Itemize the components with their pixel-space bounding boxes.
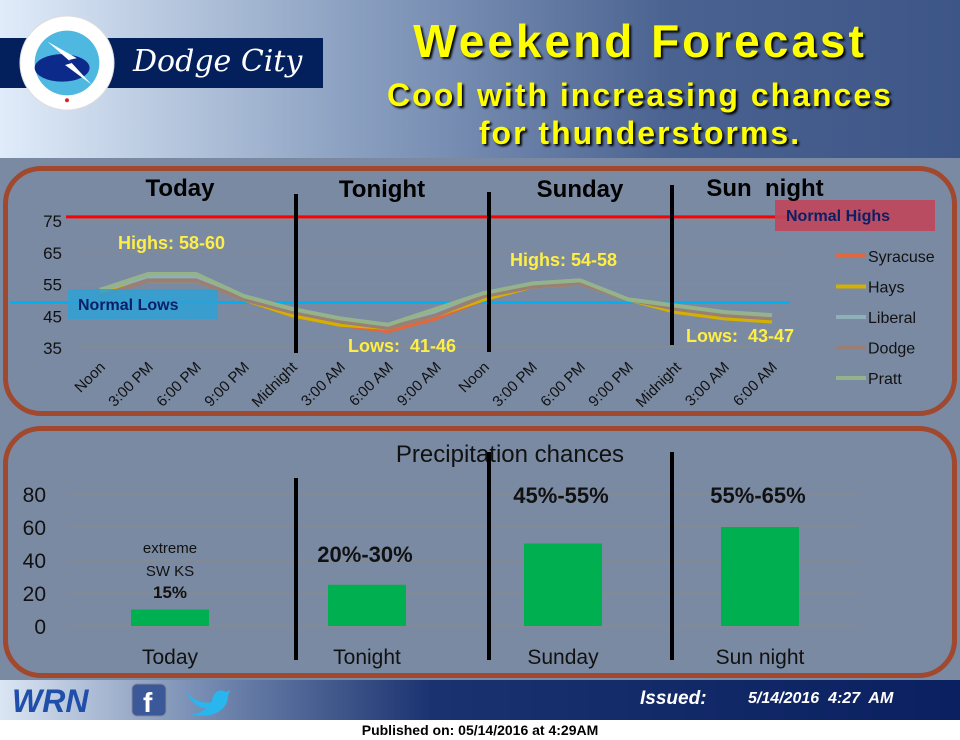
y-tick-label: 20: [23, 583, 46, 606]
footer: WRN f Issued: 5/14/2016 4:27 AM: [0, 680, 960, 720]
x-tick-label: 6:00 PM: [537, 359, 589, 411]
bar: [328, 584, 406, 626]
subtitle-line: for thunderstorms.: [478, 115, 802, 151]
wrn-logo: WRN: [12, 683, 89, 719]
social-icons: WRN f: [12, 683, 230, 719]
period-label: Tonight: [339, 176, 425, 203]
y-tick-label: 75: [43, 212, 62, 231]
lows-tonight-label: Lows: 41-46: [348, 336, 456, 356]
y-tick-label: 80: [23, 484, 46, 507]
x-tick-label: Midnight: [633, 358, 686, 411]
lows-sunnight-label: Lows: 43-47: [686, 326, 794, 346]
facebook-glyph: f: [143, 687, 153, 718]
issued-label: Issued:: [640, 688, 707, 709]
x-tick-label: 3:00 PM: [489, 359, 541, 411]
x-tick-label: Today: [142, 646, 199, 669]
data-label: 55%-65%: [710, 483, 805, 508]
subtitle-line: Cool with increasing chances: [387, 77, 893, 113]
x-tick-label: 9:00 PM: [585, 359, 637, 411]
series-line-dodge: [99, 278, 773, 330]
bar: [131, 609, 209, 626]
x-tick-label: 9:00 AM: [394, 359, 445, 410]
period-label: Sunday: [537, 176, 624, 203]
x-tick-label: Tonight: [333, 646, 401, 669]
x-tick-label: 3:00 AM: [682, 359, 733, 410]
legend-label: Liberal: [868, 310, 916, 327]
page-title: Weekend Forecast: [413, 15, 867, 67]
data-label: 45%-55%: [513, 483, 608, 508]
facebook-icon[interactable]: f: [131, 683, 167, 718]
y-tick-label: 0: [34, 616, 46, 639]
bar-note: extreme: [143, 540, 197, 557]
x-tick-label: 6:00 AM: [730, 359, 781, 410]
normal-highs-label: Normal Highs: [786, 208, 890, 225]
x-tick-label: 3:00 AM: [298, 359, 349, 410]
x-tick-label: Noon: [455, 359, 492, 396]
x-tick-label: 6:00 PM: [153, 359, 205, 411]
series-line-pratt: [99, 271, 773, 327]
x-tick-label: 3:00 PM: [105, 359, 157, 411]
y-tick-label: 60: [23, 517, 46, 540]
published-timestamp: Published on: 05/14/2016 at 4:29AM: [361, 722, 599, 738]
bar: [721, 527, 799, 626]
precipitation-panel: [3, 426, 957, 678]
x-tick-label: 6:00 AM: [346, 359, 397, 410]
period-label: Today: [146, 175, 216, 202]
y-tick-label: 40: [23, 550, 46, 573]
highs-sunday-label: Highs: 54-58: [510, 250, 617, 270]
x-tick-label: 9:00 PM: [201, 359, 253, 411]
y-tick-label: 45: [43, 307, 62, 326]
legend-label: Dodge: [868, 341, 915, 358]
y-tick-label: 35: [43, 339, 62, 358]
normal-lows-label: Normal Lows: [78, 297, 179, 314]
y-tick-label: 65: [43, 244, 62, 263]
y-tick-label: 55: [43, 276, 62, 295]
x-tick-label: Sun night: [716, 646, 805, 669]
annotations: Today Tonight Sunday Sun night Highs: 58…: [118, 175, 824, 356]
period-label: Sun night: [706, 175, 823, 202]
subtitle: Cool with increasing chances for thunder…: [330, 76, 950, 152]
office-name: Dodge City: [133, 44, 303, 79]
issued-timestamp: 5/14/2016 4:27 AM: [748, 690, 894, 707]
legend-label: Pratt: [868, 371, 902, 388]
data-label: 20%-30%: [317, 542, 412, 567]
bar-note: SW KS: [146, 563, 194, 580]
legend-label: Syracuse: [868, 249, 935, 266]
x-tick-label: Noon: [71, 359, 108, 396]
normal-lows-box: [68, 289, 218, 319]
chart-title: Precipitation chances: [396, 441, 624, 468]
normal-highs-box: [775, 200, 935, 231]
x-tick-label: Midnight: [249, 358, 302, 411]
highs-today-label: Highs: 58-60: [118, 233, 225, 253]
x-tick-label: Sunday: [527, 646, 599, 669]
twitter-icon[interactable]: [186, 690, 230, 716]
header: Dodge City Weekend Forecast Cool with in…: [0, 0, 960, 158]
legend-label: Hays: [868, 280, 904, 297]
temperature-panel: [3, 166, 957, 416]
data-label: 15%: [153, 583, 187, 602]
nws-logo: [19, 15, 115, 111]
bar: [524, 543, 602, 626]
precipitation-chart: Precipitation chances 0 20 40 60 80 Today 15% To…: [23, 441, 860, 669]
forecast-graphic: Dodge City Weekend Forecast Cool with in…: [0, 0, 960, 720]
